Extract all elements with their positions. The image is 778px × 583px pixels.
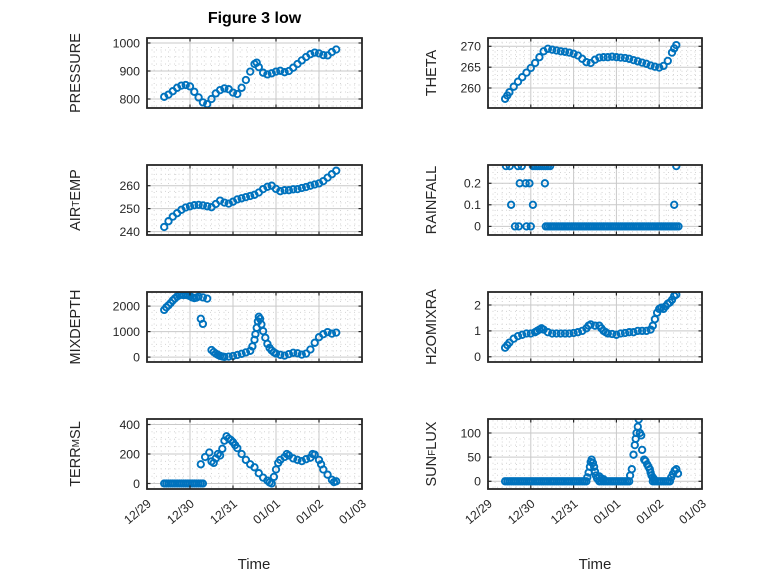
ylabel-pressure: PRESSURE — [68, 33, 84, 113]
svg-text:200: 200 — [119, 447, 140, 461]
svg-text:01/02: 01/02 — [634, 496, 667, 527]
svg-text:800: 800 — [119, 92, 140, 106]
svg-text:12/30: 12/30 — [505, 496, 538, 527]
svg-text:12/30: 12/30 — [164, 496, 197, 527]
svg-text:01/02: 01/02 — [293, 496, 326, 527]
svg-text:0: 0 — [474, 220, 481, 234]
svg-text:01/03: 01/03 — [676, 496, 709, 527]
subplot-rainfall: 0 0.1 0.2 — [464, 164, 703, 236]
svg-text:1: 1 — [474, 324, 481, 338]
xlabel-time-left: Time — [237, 556, 271, 573]
subplot-h2omixra: 0 1 2 — [474, 291, 703, 364]
subplot-theta: 260 265 270 — [460, 37, 703, 109]
svg-text:0: 0 — [474, 350, 481, 364]
svg-text:0: 0 — [133, 350, 140, 364]
svg-text:50: 50 — [467, 450, 481, 464]
svg-text:100: 100 — [460, 426, 481, 440]
subplot-sunflux: 0 50 100 12/29 12/30 12/31 01/01 01/02 01/03 — [460, 418, 709, 527]
svg-text:265: 265 — [460, 61, 481, 75]
ylabel-rainfall: RAINFALL — [424, 165, 440, 235]
svg-text:2000: 2000 — [113, 299, 141, 313]
ylabel-h2omixra: H2OMIXRA — [424, 289, 440, 365]
figure-title: Figure 3 low — [207, 10, 302, 27]
svg-text:12/31: 12/31 — [207, 496, 240, 527]
svg-text:12/29: 12/29 — [462, 496, 495, 527]
svg-text:1000: 1000 — [113, 325, 141, 339]
ylabel-sunflux: SUN F LUX — [424, 421, 440, 487]
svg-text:0: 0 — [474, 475, 481, 489]
svg-text:240: 240 — [119, 225, 140, 239]
ylabel-theta: THETA — [424, 49, 440, 97]
svg-text:260: 260 — [460, 81, 481, 95]
svg-text:12/29: 12/29 — [121, 496, 154, 527]
svg-text:0: 0 — [133, 477, 140, 491]
ylabel-mixdepth: MIXDEPTH — [68, 289, 84, 365]
svg-text:0.2: 0.2 — [464, 177, 481, 191]
svg-text:250: 250 — [119, 202, 140, 216]
svg-text:01/01: 01/01 — [591, 496, 624, 527]
svg-text:0.1: 0.1 — [464, 198, 481, 212]
svg-text:01/01: 01/01 — [250, 496, 283, 527]
svg-text:01/03: 01/03 — [336, 496, 369, 527]
svg-text:2: 2 — [474, 298, 481, 312]
subplot-terrmsl: 0 200 400 12/29 12/30 12/31 01/01 01/02 01/03 — [119, 418, 369, 527]
svg-text:260: 260 — [119, 179, 140, 193]
svg-text:12/31: 12/31 — [548, 496, 581, 527]
svg-text:400: 400 — [119, 418, 140, 432]
subplot-airtemp: 240 250 260 — [119, 164, 363, 239]
xlabel-time-right: Time — [578, 556, 612, 573]
svg-text:1000: 1000 — [113, 36, 141, 50]
ylabel-airtemp: AIR T EMP — [68, 169, 84, 231]
subplot-pressure: 800 900 1000 — [113, 36, 363, 109]
ylabel-terrmsl: TERR M SL — [68, 421, 84, 487]
svg-text:900: 900 — [119, 64, 140, 78]
svg-text:270: 270 — [460, 40, 481, 54]
subplot-mixdepth: 0 1000 2000 — [113, 291, 363, 364]
